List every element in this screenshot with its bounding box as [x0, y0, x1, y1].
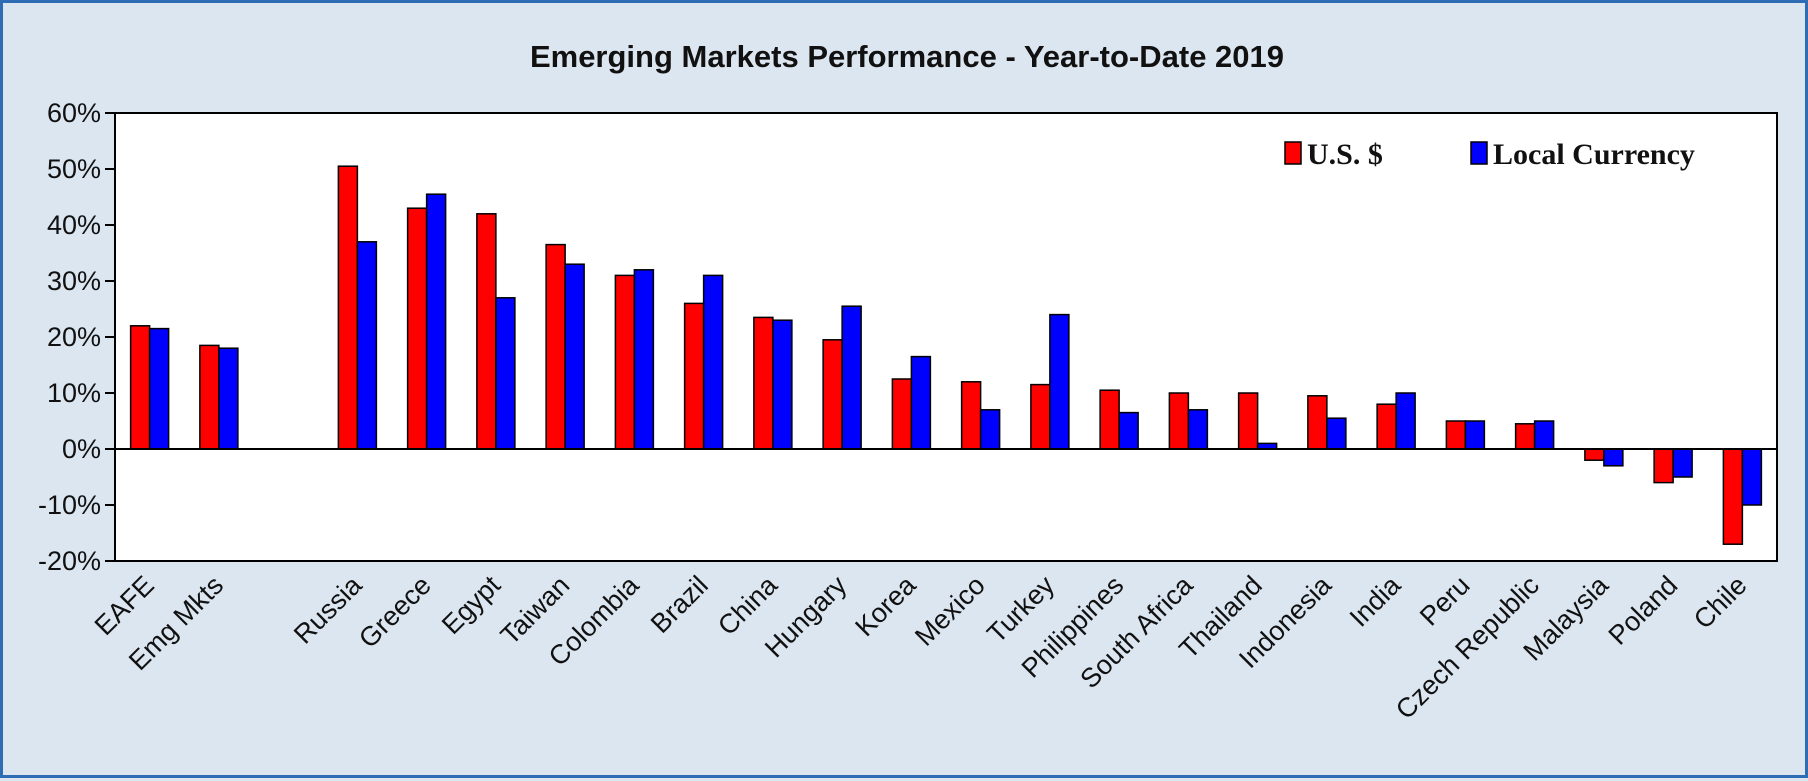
bar-usd-brazil — [683, 302, 705, 450]
bar-usd-chile — [1722, 448, 1744, 545]
bar-usd-malaysia — [1584, 448, 1605, 461]
y-tick-label: 60% — [47, 98, 101, 128]
x-tick-label: Brazil — [645, 570, 714, 639]
bar-local-malaysia — [1603, 448, 1624, 467]
bar-local-eafe — [148, 327, 170, 450]
bar-usd-thailand — [1237, 392, 1259, 450]
bar-local-turkey — [1049, 313, 1070, 450]
bar-local-philippines — [1118, 411, 1139, 450]
bar-usd-poland — [1653, 448, 1674, 484]
x-tick-label: Russia — [288, 569, 368, 649]
y-tick-label: -10% — [38, 490, 101, 520]
bar-usd-philippines — [1099, 389, 1120, 450]
bar-local-czech-republic — [1533, 420, 1555, 450]
bar-usd-peru — [1445, 420, 1467, 450]
bar-local-hungary — [841, 305, 862, 450]
x-tick-label: Greece — [353, 570, 437, 654]
bar-local-colombia — [633, 269, 655, 450]
y-tick-label: 10% — [47, 378, 101, 408]
y-tick-label: 40% — [47, 210, 101, 240]
bar-local-emg-mkts — [218, 347, 239, 450]
legend-label: U.S. $ — [1307, 138, 1383, 171]
bar-local-russia — [356, 241, 378, 450]
bar-local-egypt — [495, 297, 516, 450]
x-tick-label: Peru — [1414, 570, 1476, 632]
bar-usd-emg-mkts — [199, 344, 220, 450]
bar-local-south-africa — [1187, 409, 1209, 450]
bar-usd-eafe — [129, 325, 151, 450]
bar-local-taiwan — [564, 263, 585, 450]
bar-usd-korea — [891, 378, 913, 450]
legend-swatch — [1284, 141, 1302, 165]
bar-local-brazil — [702, 274, 724, 450]
y-tick-label: 50% — [47, 154, 101, 184]
bar-local-poland — [1672, 448, 1693, 478]
bar-usd-taiwan — [545, 243, 566, 450]
legend-swatch — [1470, 141, 1488, 165]
bar-usd-colombia — [614, 274, 636, 450]
y-tick-label: 30% — [47, 266, 101, 296]
bar-usd-czech-republic — [1514, 423, 1536, 450]
plot-area — [114, 112, 1778, 562]
bar-usd-india — [1376, 403, 1397, 450]
bar-local-indonesia — [1326, 417, 1347, 450]
bars-group — [129, 165, 1763, 545]
bar-local-china — [772, 319, 793, 450]
bar-local-india — [1395, 392, 1416, 450]
bar-local-greece — [425, 193, 447, 450]
bar-usd-hungary — [822, 339, 843, 450]
y-tick-label: 20% — [47, 322, 101, 352]
bar-usd-russia — [337, 165, 359, 450]
bar-usd-mexico — [960, 381, 982, 450]
x-tick-label: India — [1344, 569, 1407, 632]
bar-usd-indonesia — [1307, 395, 1328, 450]
bar-usd-china — [753, 316, 774, 450]
bar-local-mexico — [979, 409, 1001, 450]
y-tick-label: 0% — [62, 434, 101, 464]
legend-label: Local Currency — [1493, 138, 1695, 171]
legend: U.S. $ Local Currency — [1284, 138, 1695, 171]
bar-local-peru — [1464, 420, 1486, 450]
x-tick-label: Poland — [1603, 570, 1684, 651]
bar-local-korea — [910, 355, 932, 450]
x-tick-label: Mexico — [909, 570, 991, 652]
bar-usd-greece — [406, 207, 428, 450]
bar-chart: Emerging Markets Performance - Year-to-D… — [38, 39, 1778, 725]
bar-usd-egypt — [476, 213, 497, 450]
bar-usd-south-africa — [1168, 392, 1190, 450]
chart-title: Emerging Markets Performance - Year-to-D… — [530, 39, 1284, 74]
y-tick-label: -20% — [38, 546, 101, 576]
bar-usd-turkey — [1030, 383, 1051, 450]
x-tick-label: Chile — [1688, 570, 1753, 635]
y-axis: 60% 50% 40% 30% 20% 10% 0% -10% -20% — [38, 98, 115, 576]
bar-local-chile — [1741, 448, 1763, 506]
